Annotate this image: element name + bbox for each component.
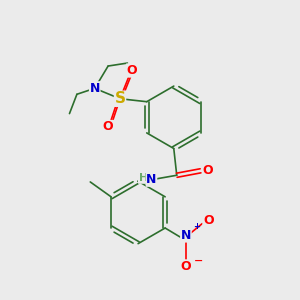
- Text: O: O: [203, 214, 214, 227]
- Text: −: −: [194, 256, 203, 266]
- Text: N: N: [146, 173, 157, 186]
- Text: O: O: [202, 164, 213, 177]
- Text: +: +: [193, 222, 200, 231]
- Text: S: S: [115, 91, 125, 106]
- Text: H: H: [139, 173, 148, 183]
- Text: N: N: [89, 82, 100, 95]
- Text: O: O: [103, 121, 113, 134]
- Text: N: N: [181, 229, 191, 242]
- Text: O: O: [181, 260, 191, 273]
- Text: O: O: [127, 64, 137, 77]
